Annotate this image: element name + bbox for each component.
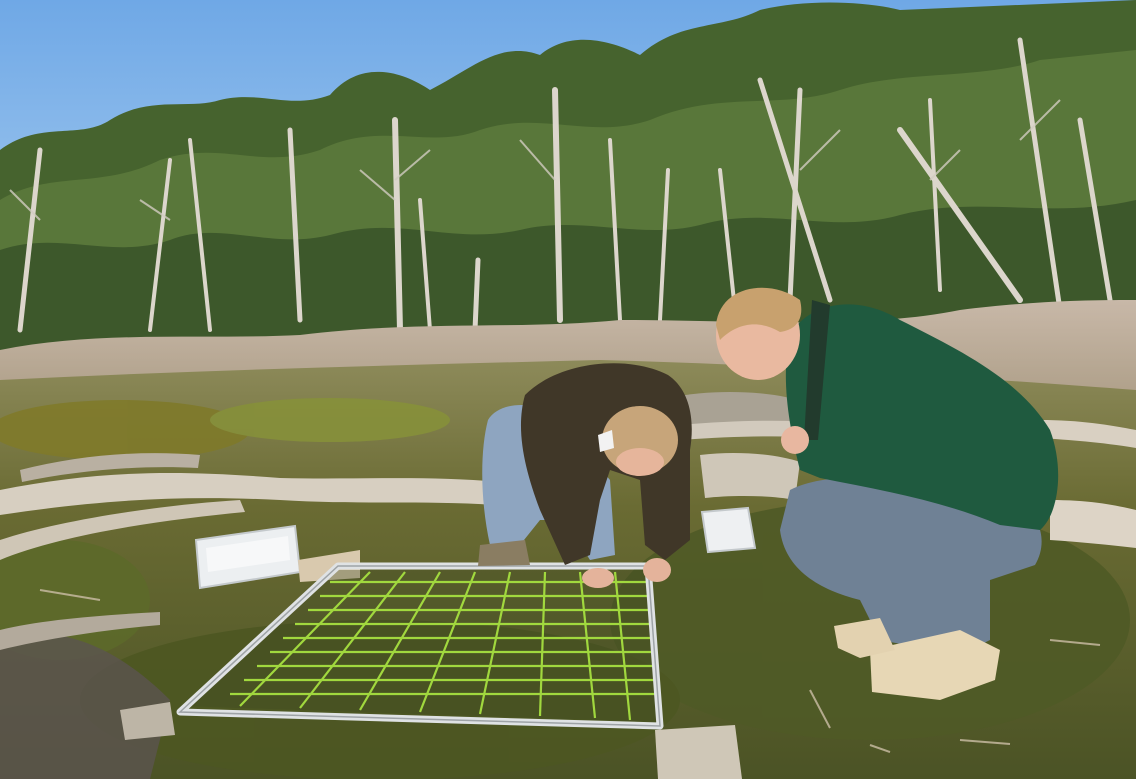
sample-container-right bbox=[700, 506, 757, 554]
quadrat-frame bbox=[176, 562, 664, 730]
forest bbox=[0, 0, 1136, 360]
person-right bbox=[716, 287, 1059, 700]
sample-container-left bbox=[194, 524, 302, 590]
person-left bbox=[478, 363, 692, 588]
